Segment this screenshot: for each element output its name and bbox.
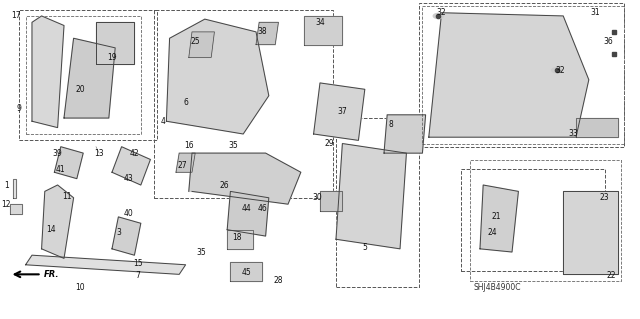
Text: 4: 4 [161, 117, 166, 126]
Polygon shape [166, 19, 269, 134]
Text: 35: 35 [228, 141, 239, 150]
Text: 21: 21 [492, 212, 500, 221]
Polygon shape [256, 22, 278, 45]
Text: 32: 32 [436, 8, 447, 17]
Polygon shape [54, 147, 83, 179]
Polygon shape [384, 115, 426, 153]
Polygon shape [176, 153, 195, 172]
Text: 28: 28 [274, 276, 283, 285]
Text: SHJ4B4900C: SHJ4B4900C [474, 283, 521, 292]
Polygon shape [320, 191, 342, 211]
Bar [19, 10, 157, 140]
Text: 37: 37 [337, 107, 348, 116]
Text: 5: 5 [362, 243, 367, 252]
Bar [336, 118, 419, 287]
Text: 27: 27 [177, 161, 188, 170]
Text: 11: 11 [63, 192, 72, 201]
Text: 14: 14 [46, 225, 56, 234]
Polygon shape [429, 13, 589, 137]
Bar [154, 10, 333, 198]
Text: 8: 8 [388, 120, 393, 129]
Polygon shape [189, 153, 301, 204]
Text: 15: 15 [132, 259, 143, 268]
Bar [461, 169, 605, 271]
Text: 44: 44 [241, 204, 252, 213]
Polygon shape [314, 83, 365, 140]
Text: 6: 6 [183, 98, 188, 107]
Text: 43: 43 [123, 174, 133, 183]
Text: 46: 46 [257, 204, 268, 213]
Text: 36: 36 [603, 37, 613, 46]
Polygon shape [42, 185, 74, 258]
Circle shape [433, 13, 444, 19]
Text: 9: 9 [17, 104, 22, 113]
Text: 12: 12 [2, 200, 11, 209]
Text: 42: 42 [129, 149, 140, 158]
Polygon shape [576, 118, 618, 137]
Text: 1: 1 [4, 181, 9, 189]
Text: 23: 23 [600, 193, 610, 202]
Text: 33: 33 [568, 130, 578, 138]
Polygon shape [563, 191, 618, 274]
Text: 24: 24 [488, 228, 498, 237]
Polygon shape [227, 230, 253, 249]
Text: 38: 38 [257, 27, 268, 36]
Text: 45: 45 [241, 268, 252, 277]
Polygon shape [96, 22, 134, 64]
Polygon shape [189, 32, 214, 57]
Text: 25: 25 [190, 37, 200, 46]
Polygon shape [230, 262, 262, 281]
Text: 40: 40 [123, 209, 133, 218]
Polygon shape [227, 191, 269, 236]
Polygon shape [304, 16, 342, 45]
Polygon shape [32, 16, 64, 128]
Polygon shape [13, 179, 16, 198]
Text: 41: 41 [56, 165, 66, 174]
Text: 22: 22 [607, 271, 616, 280]
Text: 7: 7 [135, 271, 140, 280]
Polygon shape [112, 217, 141, 255]
Polygon shape [112, 147, 150, 185]
Text: 31: 31 [590, 8, 600, 17]
Text: FR.: FR. [44, 270, 59, 279]
Text: 18: 18 [232, 233, 241, 242]
Text: 29: 29 [324, 139, 335, 148]
Text: 34: 34 [315, 18, 325, 27]
Text: 19: 19 [107, 53, 117, 62]
Polygon shape [26, 255, 186, 274]
Text: 3: 3 [116, 228, 121, 237]
Text: 20: 20 [75, 85, 85, 94]
Text: 17: 17 [11, 11, 21, 20]
Text: 35: 35 [196, 248, 207, 256]
Polygon shape [480, 185, 518, 252]
Bar [419, 3, 624, 147]
Text: 10: 10 [75, 283, 85, 292]
Text: 13: 13 [94, 149, 104, 158]
Polygon shape [10, 204, 22, 214]
Circle shape [552, 68, 562, 73]
Text: 30: 30 [312, 193, 322, 202]
Text: 39: 39 [52, 149, 63, 158]
Polygon shape [336, 144, 406, 249]
Text: 32: 32 [555, 66, 565, 75]
Polygon shape [64, 38, 115, 118]
Text: 26: 26 [219, 181, 229, 189]
Text: 16: 16 [184, 141, 194, 150]
